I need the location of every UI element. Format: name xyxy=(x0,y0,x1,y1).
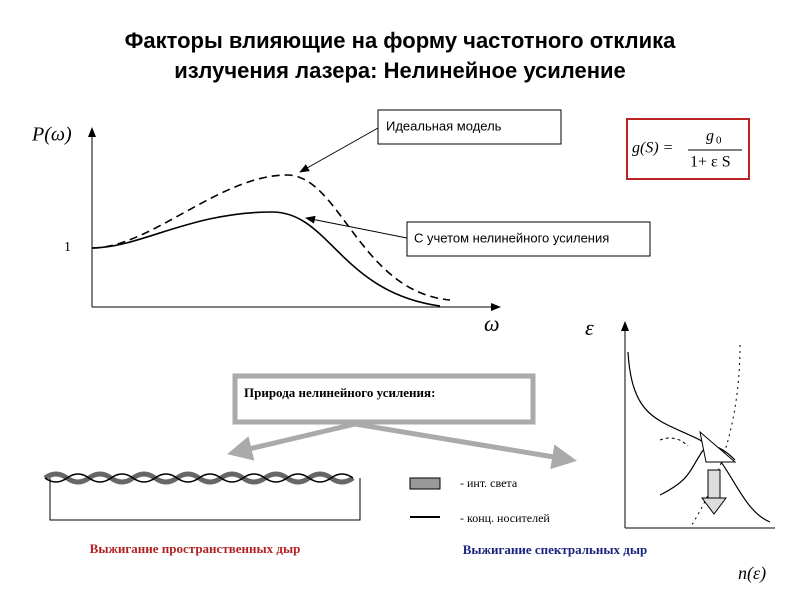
ideal-label: Идеальная модель xyxy=(386,118,502,133)
y-tick-label: 1 xyxy=(64,240,71,255)
y-label: ε xyxy=(585,315,594,340)
distribution-curve xyxy=(627,351,771,523)
ideal-box xyxy=(377,109,562,145)
title: Факторы влияющие на форму частотного отк… xyxy=(125,28,677,53)
down-arrow-body xyxy=(707,469,721,499)
formula-denominator: 1+ ε S xyxy=(690,154,731,171)
nature-label: Природа нелинейного усиления: xyxy=(244,385,435,400)
legend-label: - инт. света xyxy=(460,476,518,490)
formula-numerator: g xyxy=(706,128,714,145)
formula-box xyxy=(626,118,750,180)
x-label: ω xyxy=(484,311,500,336)
legend-swatch xyxy=(409,477,441,490)
arrow xyxy=(227,421,356,461)
dashed-curve xyxy=(659,437,689,447)
nonlinear-curve xyxy=(91,211,441,307)
spectral-caption: Выжигание спектральных дыр xyxy=(463,542,648,557)
formula-lhs: g(S) = xyxy=(632,140,673,157)
formula-subscript: 0 xyxy=(716,135,722,147)
cavity xyxy=(49,478,361,521)
ideal-curve xyxy=(91,174,451,301)
title: излучения лазера: Нелинейное усиление xyxy=(174,58,626,83)
nonlinear-box xyxy=(406,221,651,257)
nature-box xyxy=(232,373,536,425)
legend-label: - конц. носителей xyxy=(460,511,550,525)
x-label: n(ε) xyxy=(738,563,766,584)
arrow xyxy=(354,421,577,470)
down-arrow-head xyxy=(701,497,727,515)
spatial-caption: Выжигание пространственных дыр xyxy=(90,541,301,556)
y-label: P(ω) xyxy=(31,124,72,146)
hole-triangle xyxy=(699,430,737,463)
nonlinear-label: С учетом нелинейного усиления xyxy=(414,230,609,245)
dotted-curve xyxy=(689,344,741,529)
carrier-curve xyxy=(44,473,354,483)
pointer xyxy=(305,215,408,239)
pointer xyxy=(299,127,379,173)
